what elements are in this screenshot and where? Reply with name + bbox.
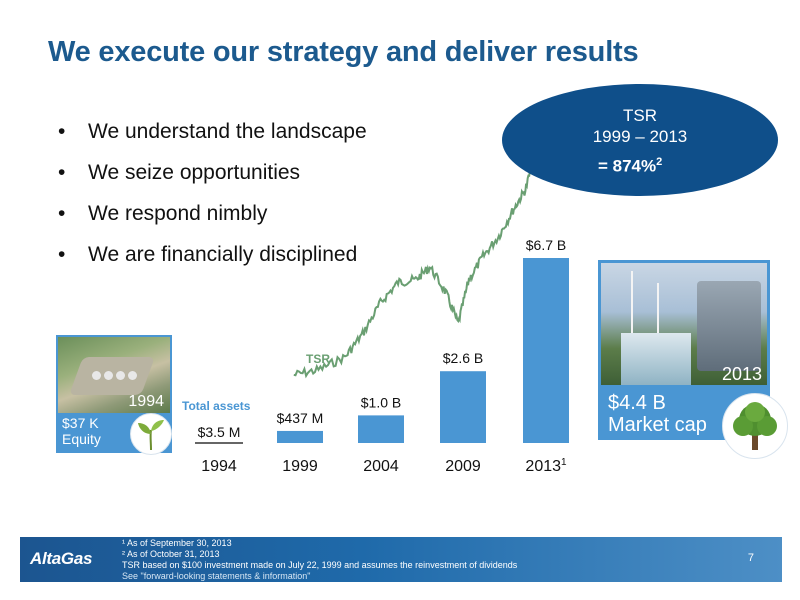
page-number: 7 [747,552,754,564]
bar-2009 [440,371,486,443]
bar-1999 [277,430,323,443]
series-label: Total assets [182,399,251,413]
page-title: We execute our strategy and deliver resu… [48,36,639,68]
energy-collage-photo [601,263,767,385]
category-label: 1999 [282,458,318,475]
category-label: 2004 [363,458,399,475]
data-label: $2.6 B [443,350,483,366]
card-year: 1994 [128,393,164,410]
tsr-callout-period: 1999 – 2013 [592,127,688,146]
tsr-line [293,149,537,379]
data-label: $6.7 B [526,237,566,253]
tsr-callout: TSR 1999 – 2013 = 874%2 [502,84,778,196]
tsr-callout-title: TSR [623,106,657,125]
card-value: $4.4 B Market cap [608,392,707,436]
category-label: 2009 [445,458,481,475]
footnote: ² As of October 31, 2013 [122,549,220,559]
bar-2004 [358,415,404,443]
bullet-item: • We respond nimbly [58,202,268,225]
card-value: $37 K Equity [62,415,101,447]
data-label: $437 M [277,410,324,426]
footnote: ¹ As of September 30, 2013 [122,538,232,548]
bullet-item: • We understand the landscape [58,120,367,143]
bullet-item: • We seize opportunities [58,161,301,184]
bar-group [195,258,569,444]
tick-label-group: 1994 1999 2004 2009 20131 [201,457,567,475]
category-label: 20131 [525,457,567,475]
bar-2013 [523,258,569,443]
data-label-group: $3.5 M $437 M $1.0 B $2.6 B $6.7 B [198,237,567,440]
data-label: $1.0 B [361,394,401,410]
card-year: 2013 [721,364,762,384]
tsr-series-label: TSR [306,352,330,366]
bullet-item: • We are financially disciplined [58,243,358,266]
bullet-list: • We understand the landscape • We seize o… [58,118,367,282]
footnotes: ¹ As of September 30, 2013 ² As of Octob… [122,538,517,582]
gas-plant-photo [58,337,170,413]
seedling-icon [130,413,172,455]
tree-icon [722,393,788,459]
tsr-callout-value: = 874%2 [598,156,663,176]
data-label: $3.5 M [198,424,241,440]
altagas-logo: AltaGas [30,549,93,568]
category-label: 1994 [201,458,237,475]
forward-looking-link[interactable]: See "forward-looking statements & inform… [122,571,311,581]
footer-bar: AltaGas ¹ As of September 30, 2013 ² As … [20,537,782,582]
footnote: TSR based on $100 investment made on Jul… [122,560,518,570]
